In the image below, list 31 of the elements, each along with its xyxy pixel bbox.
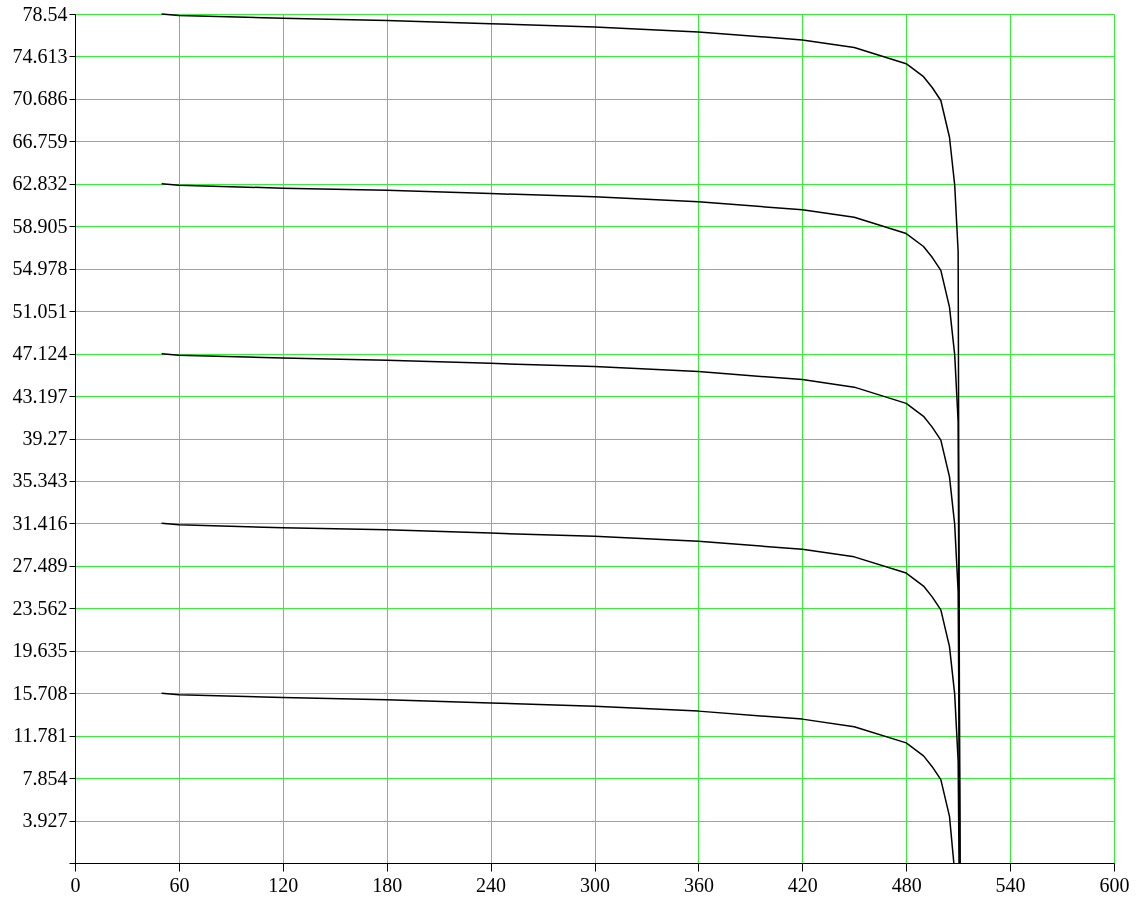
y-tick-label: 66.759 — [12, 129, 68, 152]
y-tick-label: 3.927 — [22, 809, 68, 832]
x-tick-label: 0 — [70, 873, 81, 896]
x-tick-label: 300 — [580, 873, 610, 896]
y-tick-label: 70.686 — [12, 87, 68, 110]
y-tick-label: 31.416 — [12, 511, 68, 534]
y-tick-label: 43.197 — [12, 384, 68, 407]
x-tick-label: 420 — [787, 873, 818, 896]
y-tick-label: 11.781 — [13, 724, 68, 747]
y-tick-label: 15.708 — [12, 681, 68, 704]
x-tick-label: 480 — [891, 873, 922, 896]
x-tick-label: 240 — [476, 873, 507, 896]
x-tick-label: 360 — [683, 873, 714, 896]
x-tick-label: 60 — [169, 873, 190, 896]
y-tick-label: 58.905 — [12, 214, 68, 237]
y-tick-label: 39.27 — [22, 427, 68, 449]
y-tick-label: 78.54 — [22, 2, 68, 25]
y-tick-label: 27.489 — [12, 554, 68, 577]
y-tick-label: 7.854 — [22, 766, 68, 789]
y-tick-label: 19.635 — [12, 639, 68, 662]
y-tick-label: 74.613 — [12, 44, 68, 67]
y-tick-label: 54.978 — [12, 257, 68, 280]
y-tick-label: 23.562 — [12, 596, 68, 619]
y-tick-label: 62.832 — [12, 172, 68, 195]
x-tick-label: 600 — [1099, 873, 1130, 896]
x-tick-label: 120 — [268, 873, 299, 896]
x-tick-label: 180 — [372, 873, 403, 896]
x-tick-label: 540 — [995, 873, 1026, 896]
y-tick-label: 51.051 — [12, 299, 68, 322]
y-tick-label: 35.343 — [12, 469, 68, 492]
y-tick-label: 47.124 — [12, 342, 68, 365]
